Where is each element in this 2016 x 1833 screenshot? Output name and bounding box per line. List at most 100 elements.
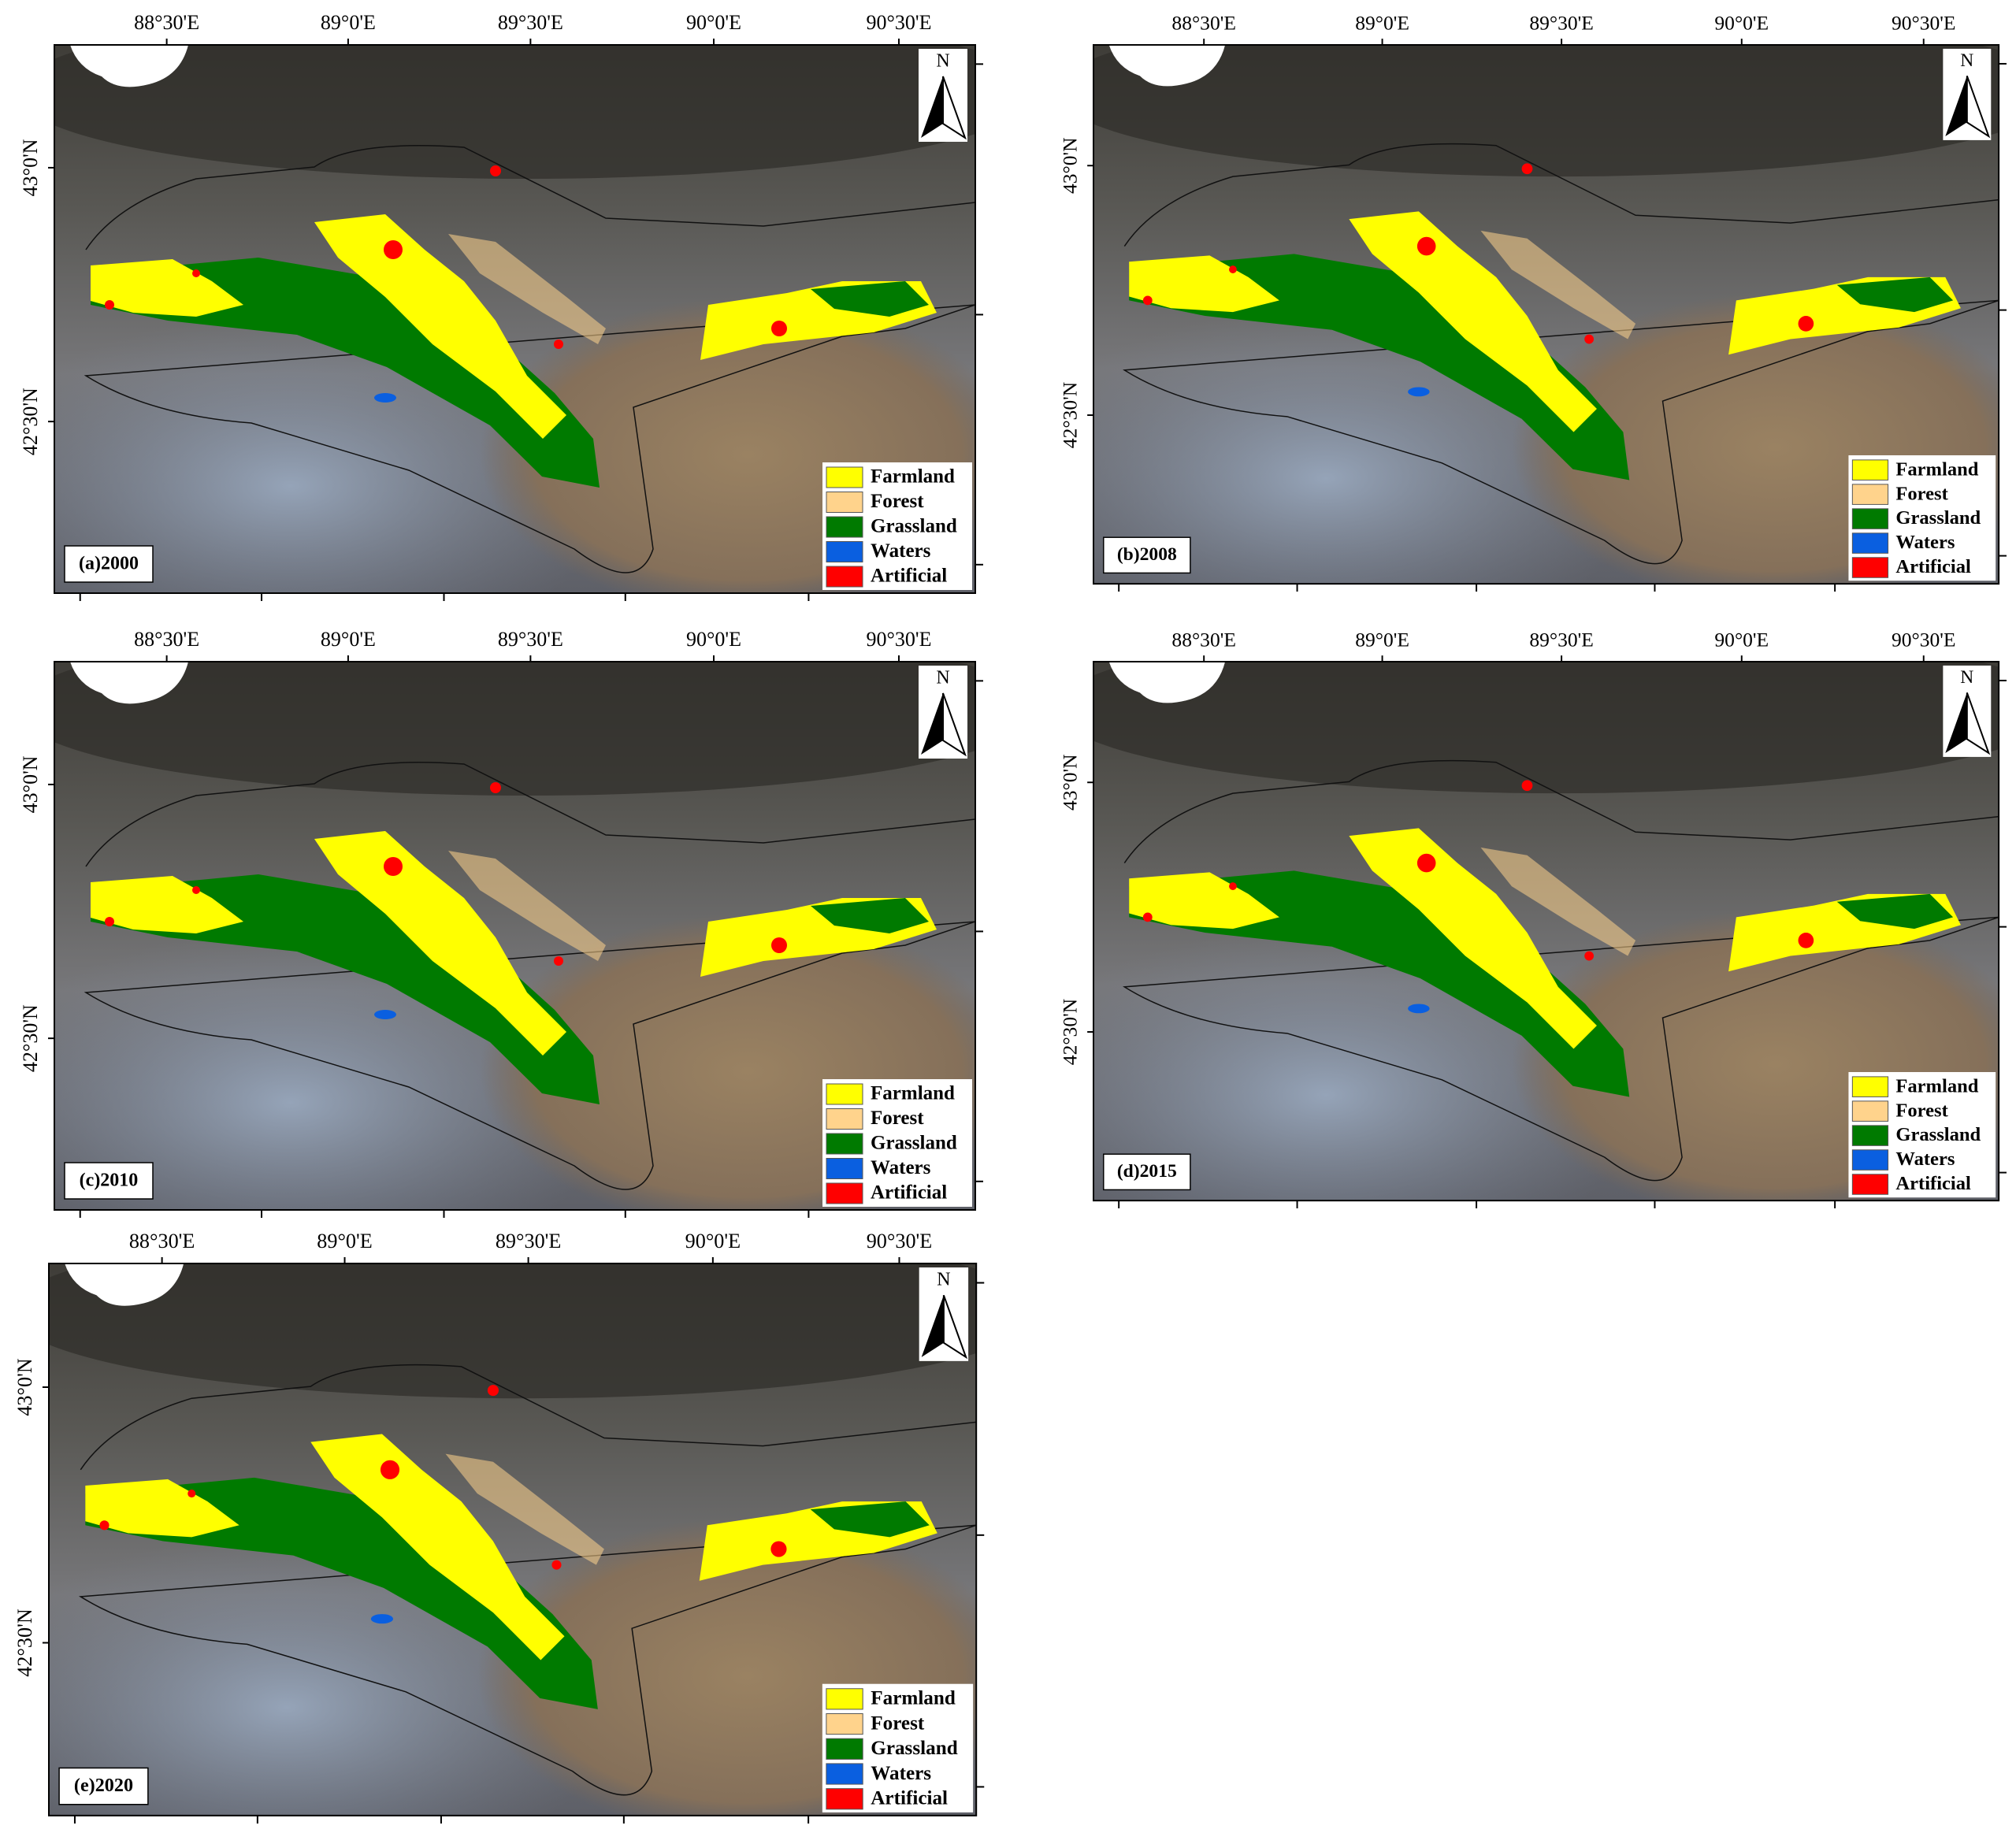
latitude-label: 43°0'N bbox=[13, 1358, 36, 1416]
artificial-area bbox=[1798, 933, 1814, 948]
legend-label: Forest bbox=[1895, 1100, 1948, 1121]
panel-label-box bbox=[58, 1767, 149, 1805]
longitude-label: 89°0'E bbox=[321, 628, 376, 651]
longitude-label: 88°30'E bbox=[134, 11, 199, 34]
north-arrow-left bbox=[921, 693, 943, 755]
panel-label-box bbox=[64, 1162, 154, 1200]
farmland-west bbox=[91, 876, 243, 933]
legend-swatch bbox=[826, 492, 863, 513]
latitude-label: 42°30'N bbox=[13, 1609, 36, 1677]
longitude-label: 89°30'E bbox=[498, 11, 563, 34]
artificial-area bbox=[1142, 295, 1153, 306]
snow-cloud bbox=[70, 662, 188, 704]
north-arrow-left bbox=[921, 76, 943, 138]
map-panel: 88°30'E 89°0'E 89°30'E 90°0'E 90°30'E 43°0'N 4… bbox=[13, 1230, 985, 1824]
farmland-west bbox=[85, 1479, 239, 1538]
legend-swatch bbox=[826, 1182, 863, 1204]
map-image bbox=[54, 662, 975, 1210]
grassland-area bbox=[85, 1477, 598, 1709]
legend-label: Forest bbox=[871, 491, 924, 512]
artificial-area bbox=[490, 782, 501, 793]
artificial-area bbox=[771, 321, 787, 336]
grassland-area bbox=[1129, 254, 1630, 481]
artificial-area bbox=[1521, 780, 1533, 792]
artificial-area bbox=[384, 240, 403, 259]
panel-label-box bbox=[1103, 1153, 1191, 1191]
longitude-label: 88°30'E bbox=[1171, 11, 1236, 34]
legend-label: Forest bbox=[871, 1712, 925, 1734]
legend-swatch bbox=[826, 1108, 863, 1130]
legend-label: Farmland bbox=[871, 1688, 956, 1709]
map-frame bbox=[47, 1262, 978, 1816]
legend-label: Waters bbox=[871, 1763, 931, 1784]
forest-ridge bbox=[448, 851, 606, 961]
latitude-label: 42°30'N bbox=[19, 388, 42, 455]
north-label: N bbox=[936, 51, 949, 72]
legend-label: Forest bbox=[871, 1108, 924, 1129]
panel-label: (e)2020 bbox=[74, 1775, 133, 1796]
map-frame bbox=[54, 661, 976, 1211]
study-boundary bbox=[78, 1364, 977, 1796]
artificial-area bbox=[105, 917, 114, 926]
legend-swatch bbox=[826, 1763, 863, 1785]
legend-label: Artificial bbox=[871, 1182, 947, 1204]
farmland-central bbox=[1349, 828, 1597, 1049]
grassland-east bbox=[1836, 276, 1954, 313]
legend-swatch bbox=[826, 516, 863, 538]
latitude-label: 42°30'N bbox=[1058, 999, 1081, 1065]
farmland-west bbox=[91, 259, 243, 317]
map-panel: 88°30'E 89°0'E 89°30'E 90°0'E 90°30'E 43°0'N 4… bbox=[1058, 11, 2007, 592]
artificial-area bbox=[487, 1385, 499, 1397]
grassland-east bbox=[1836, 893, 1954, 929]
longitude-label: 88°30'E bbox=[134, 628, 199, 651]
latitude-label: 43°0'N bbox=[1058, 754, 1081, 811]
mountain-shade bbox=[1093, 662, 1999, 794]
panel-label-box bbox=[64, 545, 154, 583]
legend-label: Farmland bbox=[871, 1083, 955, 1104]
longitude-label: 90°30'E bbox=[866, 11, 931, 34]
legend-swatch bbox=[826, 466, 863, 488]
mountain-shade bbox=[54, 662, 975, 796]
farmland-central bbox=[314, 831, 566, 1056]
north-label: N bbox=[1960, 667, 1973, 688]
longitude-label: 90°30'E bbox=[1892, 628, 1956, 651]
snow-cloud bbox=[70, 45, 188, 87]
legend-label: Artificial bbox=[871, 566, 947, 587]
artificial-area bbox=[554, 956, 563, 966]
farmland-central bbox=[1349, 211, 1597, 432]
legend-label: Farmland bbox=[871, 466, 955, 488]
artificial-area bbox=[384, 857, 403, 876]
legend-label: Grassland bbox=[871, 1738, 957, 1759]
artificial-area bbox=[1521, 163, 1533, 175]
legend-swatch bbox=[826, 1738, 863, 1760]
legend-label: Waters bbox=[871, 1157, 931, 1178]
waters-area bbox=[370, 1614, 394, 1624]
north-arrow-right bbox=[942, 76, 967, 140]
longitude-label: 90°30'E bbox=[1892, 11, 1956, 34]
longitude-label: 90°30'E bbox=[867, 1230, 933, 1252]
legend-swatch bbox=[1851, 1174, 1889, 1195]
legend-label: Waters bbox=[1895, 1148, 1955, 1170]
mountain-shade bbox=[54, 45, 975, 179]
map-frame bbox=[1093, 661, 2000, 1202]
artificial-area bbox=[1142, 912, 1153, 922]
longitude-label: 90°0'E bbox=[685, 1230, 741, 1252]
legend-swatch bbox=[826, 1712, 863, 1735]
latitude-label: 43°0'N bbox=[19, 139, 42, 196]
snow-cloud bbox=[1108, 45, 1226, 87]
legend-swatch bbox=[826, 1133, 863, 1155]
snow-cloud bbox=[1108, 662, 1226, 703]
waters-area bbox=[374, 1010, 396, 1019]
north-arrow-right bbox=[942, 692, 967, 757]
artificial-area bbox=[770, 1541, 787, 1557]
longitude-label: 90°0'E bbox=[686, 628, 741, 651]
artificial-area bbox=[554, 340, 563, 349]
grassland-east bbox=[811, 898, 929, 933]
legend-swatch bbox=[826, 1083, 863, 1105]
north-label: N bbox=[1960, 50, 1973, 71]
panel-label: (a)2000 bbox=[79, 554, 139, 574]
map-image bbox=[1093, 662, 1999, 1201]
mountain-shade bbox=[49, 1263, 977, 1399]
longitude-label: 90°30'E bbox=[866, 628, 931, 651]
